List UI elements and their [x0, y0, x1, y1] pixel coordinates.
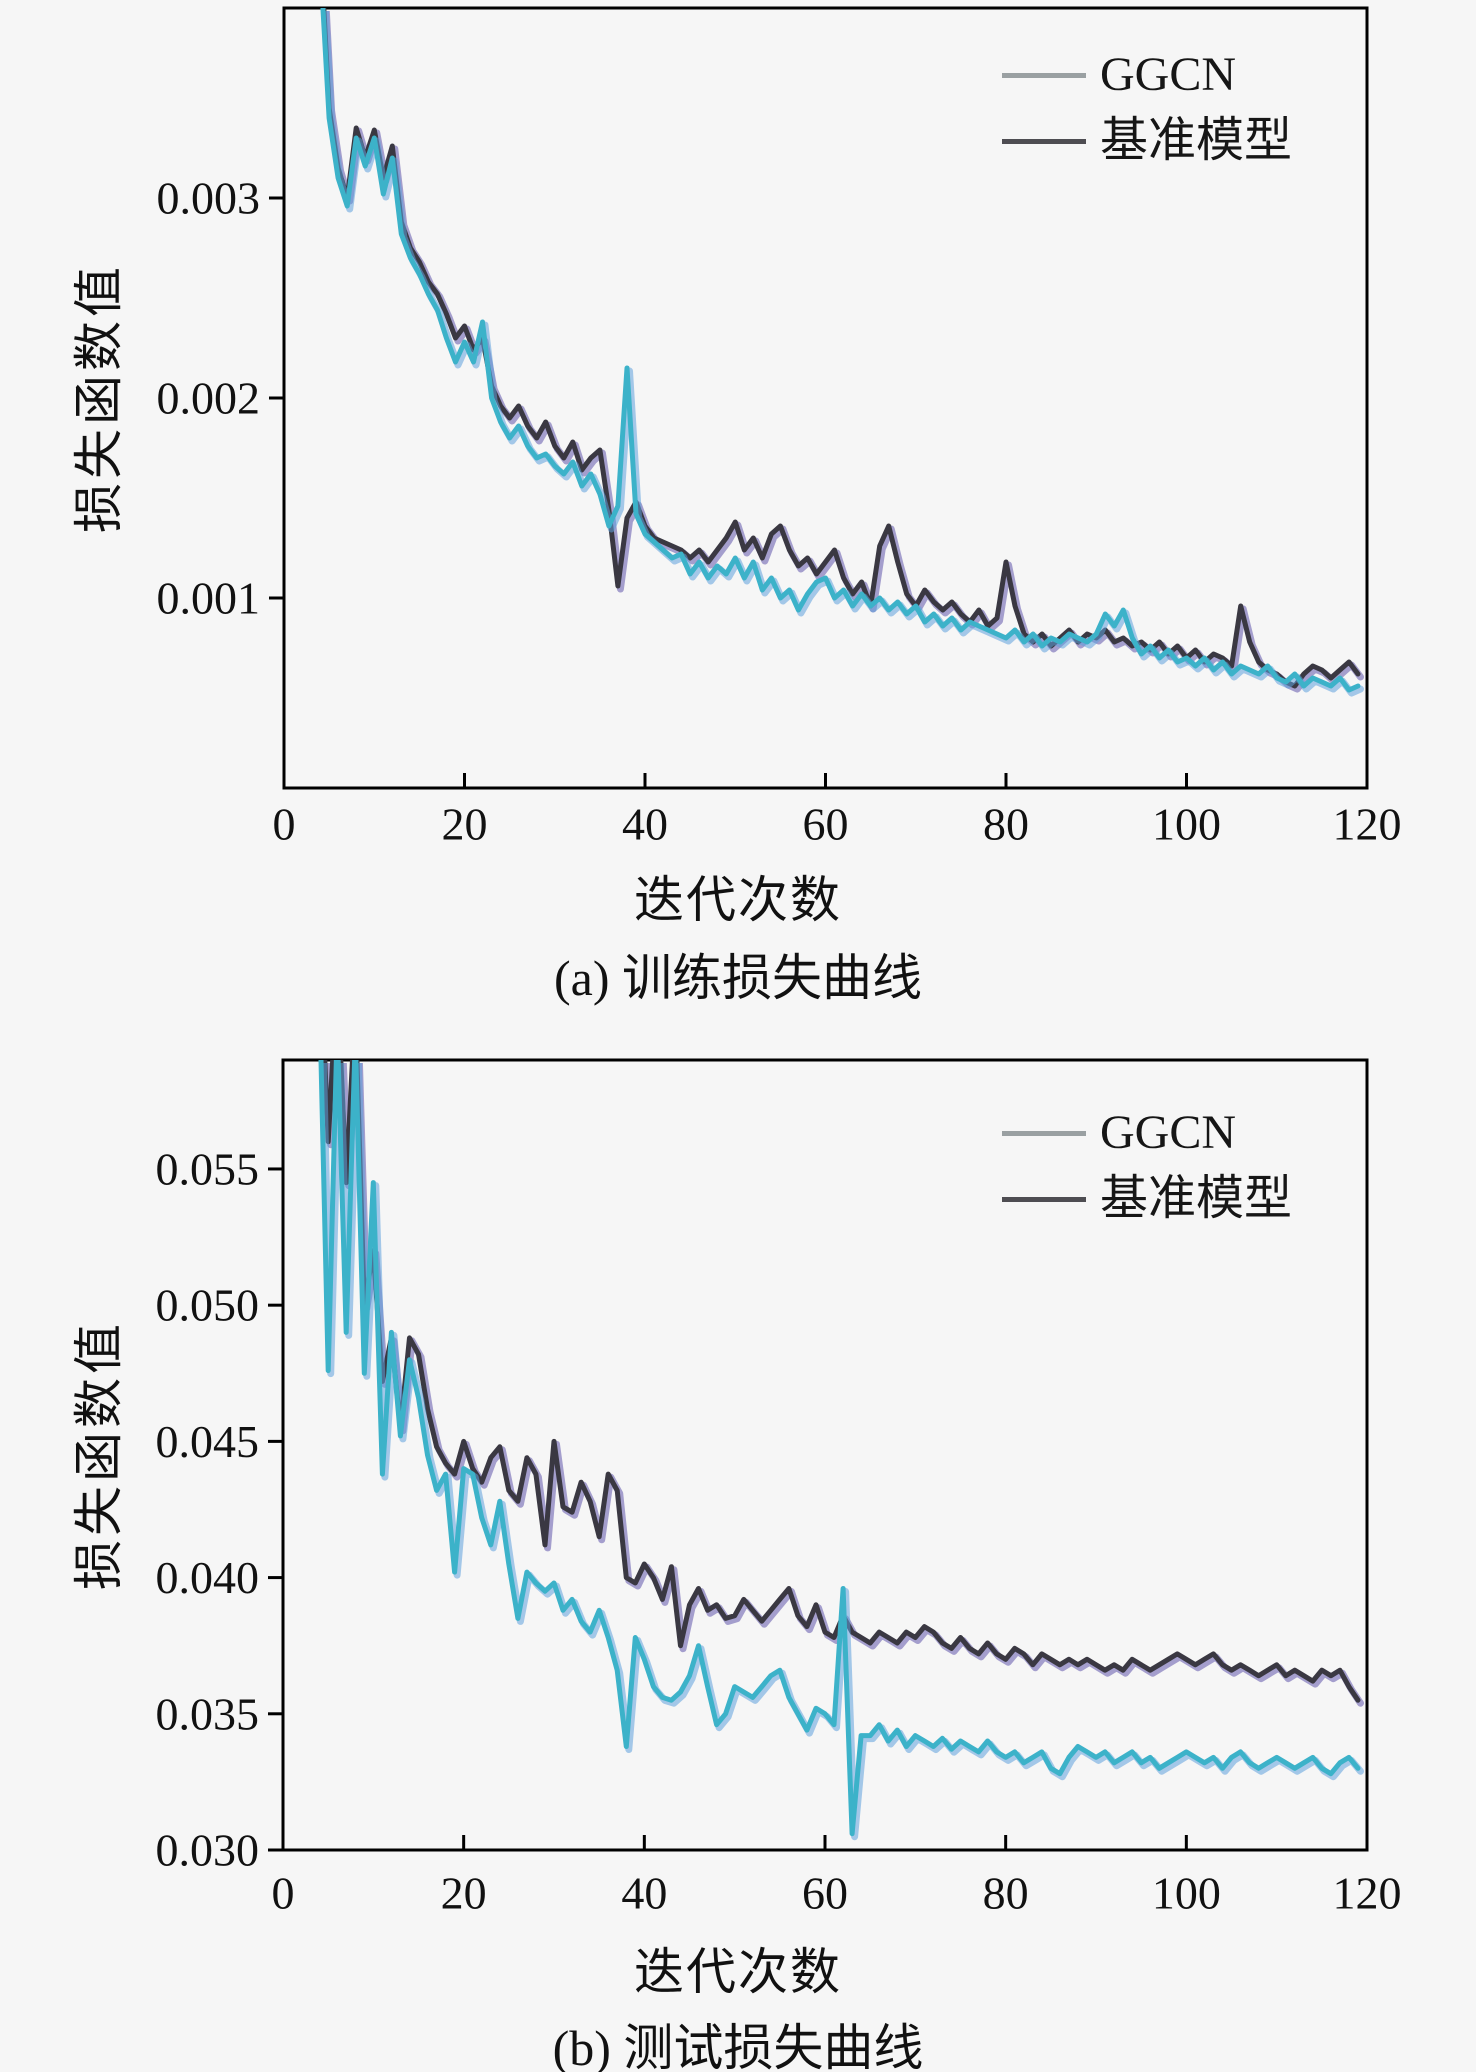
baseline-line-icon [1002, 1196, 1086, 1202]
ggcn-series-line [318, 1060, 1361, 1837]
test-y-axis-label: 损失函数值 [71, 1320, 127, 1590]
train-legend: GGCN 基准模型 [1002, 42, 1292, 174]
ggcn-line-icon [1002, 1130, 1086, 1136]
x-tick-label: 100 [1152, 799, 1221, 850]
train-legend-label-baseline: 基准模型 [1100, 114, 1293, 167]
test-legend-label-baseline: 基准模型 [1100, 1172, 1293, 1225]
x-tick-label: 80 [983, 1868, 1029, 1919]
x-tick-label: 20 [441, 1868, 487, 1919]
y-tick-label: 0.055 [156, 1143, 260, 1194]
x-tick-label: 120 [1333, 799, 1402, 850]
test-caption: (b) 测试损失曲线 [552, 2020, 924, 2072]
baseline-line-icon [1002, 138, 1086, 144]
y-tick-label: 0.003 [157, 173, 261, 224]
x-tick-label: 20 [442, 799, 488, 850]
train-legend-row-baseline: 基准模型 [1002, 108, 1292, 174]
x-tick-label: 40 [622, 799, 668, 850]
train-y-axis-label: 损失函数值 [71, 263, 127, 533]
x-tick-label: 120 [1333, 1868, 1402, 1919]
train-x-axis-label: 迭代次数 [634, 872, 842, 928]
x-tick-label: 0 [272, 1868, 295, 1919]
y-tick-label: 0.001 [157, 573, 261, 624]
x-tick-label: 40 [621, 1868, 667, 1919]
x-tick-label: 80 [983, 799, 1029, 850]
y-tick-label: 0.050 [156, 1280, 260, 1331]
y-tick-label: 0.002 [157, 373, 261, 424]
ggcn-series-line [320, 8, 1361, 693]
train-caption: (a) 训练损失曲线 [554, 950, 922, 1006]
x-tick-label: 60 [803, 799, 849, 850]
baseline-series-underlay [323, 1063, 1364, 1707]
test-legend-label-ggcn: GGCN [1100, 1106, 1237, 1159]
test-legend: GGCN 基准模型 [1002, 1100, 1292, 1232]
test-legend-row-baseline: 基准模型 [1002, 1166, 1292, 1232]
ggcn-line-icon [1002, 72, 1086, 78]
y-tick-label: 0.035 [156, 1688, 260, 1739]
train-legend-row-ggcn: GGCN [1002, 42, 1292, 108]
x-tick-label: 100 [1152, 1868, 1221, 1919]
y-tick-label: 0.045 [156, 1416, 260, 1467]
baseline-series-line [322, 1060, 1361, 1703]
train-legend-label-ggcn: GGCN [1100, 48, 1237, 101]
x-tick-label: 0 [273, 799, 296, 850]
test-legend-row-ggcn: GGCN [1002, 1100, 1292, 1166]
y-tick-label: 0.030 [156, 1825, 260, 1876]
ggcn-series-underlay [319, 1063, 1364, 1841]
y-tick-label: 0.040 [156, 1552, 260, 1603]
x-tick-label: 60 [802, 1868, 848, 1919]
test-x-axis-label: 迭代次数 [634, 1944, 842, 2000]
